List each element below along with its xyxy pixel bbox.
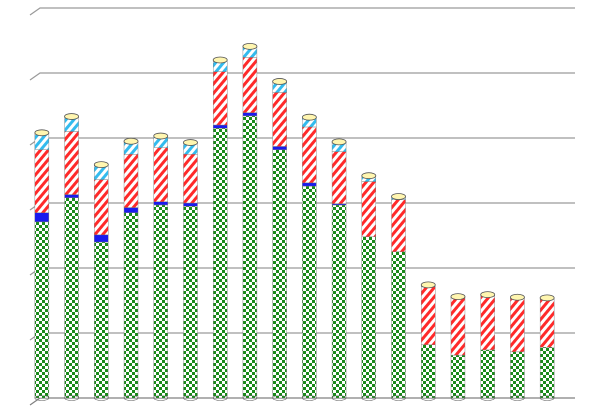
bar-segment xyxy=(64,194,79,199)
bar-segment xyxy=(361,236,377,399)
bar-segment xyxy=(331,204,347,399)
bar-segment xyxy=(94,241,109,399)
bar-segment xyxy=(302,185,317,399)
bar-cap xyxy=(242,42,258,50)
bar-segment xyxy=(34,149,50,213)
bar-segment xyxy=(242,112,258,117)
bar-segment xyxy=(183,206,198,399)
bar-base xyxy=(242,395,258,401)
bar-cap xyxy=(539,294,555,302)
bar-segment xyxy=(34,212,50,223)
bar-base xyxy=(331,395,347,401)
bar-segment xyxy=(391,199,406,252)
bar-segment xyxy=(539,299,555,348)
bar-cap xyxy=(153,132,169,140)
bar-base xyxy=(34,395,50,401)
bar-segment xyxy=(153,201,168,206)
bar-segment xyxy=(421,286,436,345)
bar-segment xyxy=(123,212,139,399)
bar-base xyxy=(480,395,495,401)
bar-cap xyxy=(123,137,139,145)
bar-segment xyxy=(302,182,317,187)
bar-segment xyxy=(242,57,258,113)
bar-segment xyxy=(212,128,228,399)
bar-segment xyxy=(480,349,495,399)
bar-segment xyxy=(510,298,525,353)
bar-cap xyxy=(93,161,109,169)
bar-segment xyxy=(212,124,228,129)
bar-segment xyxy=(64,131,79,195)
bar-base xyxy=(123,395,139,401)
bar-segment xyxy=(272,146,287,150)
bar-cap xyxy=(420,281,436,289)
bar-segment xyxy=(510,351,525,399)
bar-base xyxy=(302,395,317,401)
bar-segment xyxy=(153,147,168,202)
bar-cap xyxy=(272,78,288,85)
grid-line xyxy=(29,72,575,81)
bar-segment xyxy=(242,115,258,399)
bar-segment xyxy=(183,202,198,207)
bar-cap xyxy=(361,172,377,180)
bar-segment xyxy=(450,297,466,356)
bar-cap xyxy=(183,139,198,146)
bar-segment xyxy=(539,347,555,399)
bar-cap xyxy=(212,56,228,64)
bar-segment xyxy=(272,149,287,399)
bar-segment xyxy=(94,179,109,236)
grid-line xyxy=(29,7,575,16)
bar-cap xyxy=(34,129,50,137)
bar-cap xyxy=(391,193,406,200)
bar-base xyxy=(391,395,406,401)
bar-base xyxy=(153,395,169,401)
bar-segment xyxy=(64,197,79,399)
bar-base xyxy=(212,395,228,401)
bar-segment xyxy=(183,154,198,204)
bar-base xyxy=(183,395,198,401)
bar-base xyxy=(450,395,466,401)
bar-base xyxy=(94,395,109,401)
bar-segment xyxy=(391,251,406,399)
bar-segment xyxy=(153,204,168,399)
bar-segment xyxy=(212,71,228,126)
bar-segment xyxy=(34,221,50,399)
bar-segment xyxy=(450,354,466,399)
bar-base xyxy=(510,395,525,401)
bar-segment xyxy=(331,151,347,204)
bar-base xyxy=(539,395,555,401)
bar-segment xyxy=(123,207,139,213)
bar-cap xyxy=(301,113,317,121)
bar-base xyxy=(272,395,287,401)
bar-segment xyxy=(302,126,317,184)
bar-cap xyxy=(510,293,525,301)
bar-segment xyxy=(94,234,109,243)
bar-segment xyxy=(421,344,436,399)
bar-cap xyxy=(64,113,79,120)
bar-segment xyxy=(123,154,139,208)
bar-cap xyxy=(450,293,466,301)
bar-segment xyxy=(480,295,495,351)
bar-base xyxy=(420,395,436,401)
bar-segment xyxy=(361,181,377,238)
bar-base xyxy=(64,395,79,401)
bar-cap xyxy=(480,291,496,299)
bar-cap xyxy=(331,138,347,146)
bar-segment xyxy=(272,92,287,147)
bar-base xyxy=(361,395,377,401)
